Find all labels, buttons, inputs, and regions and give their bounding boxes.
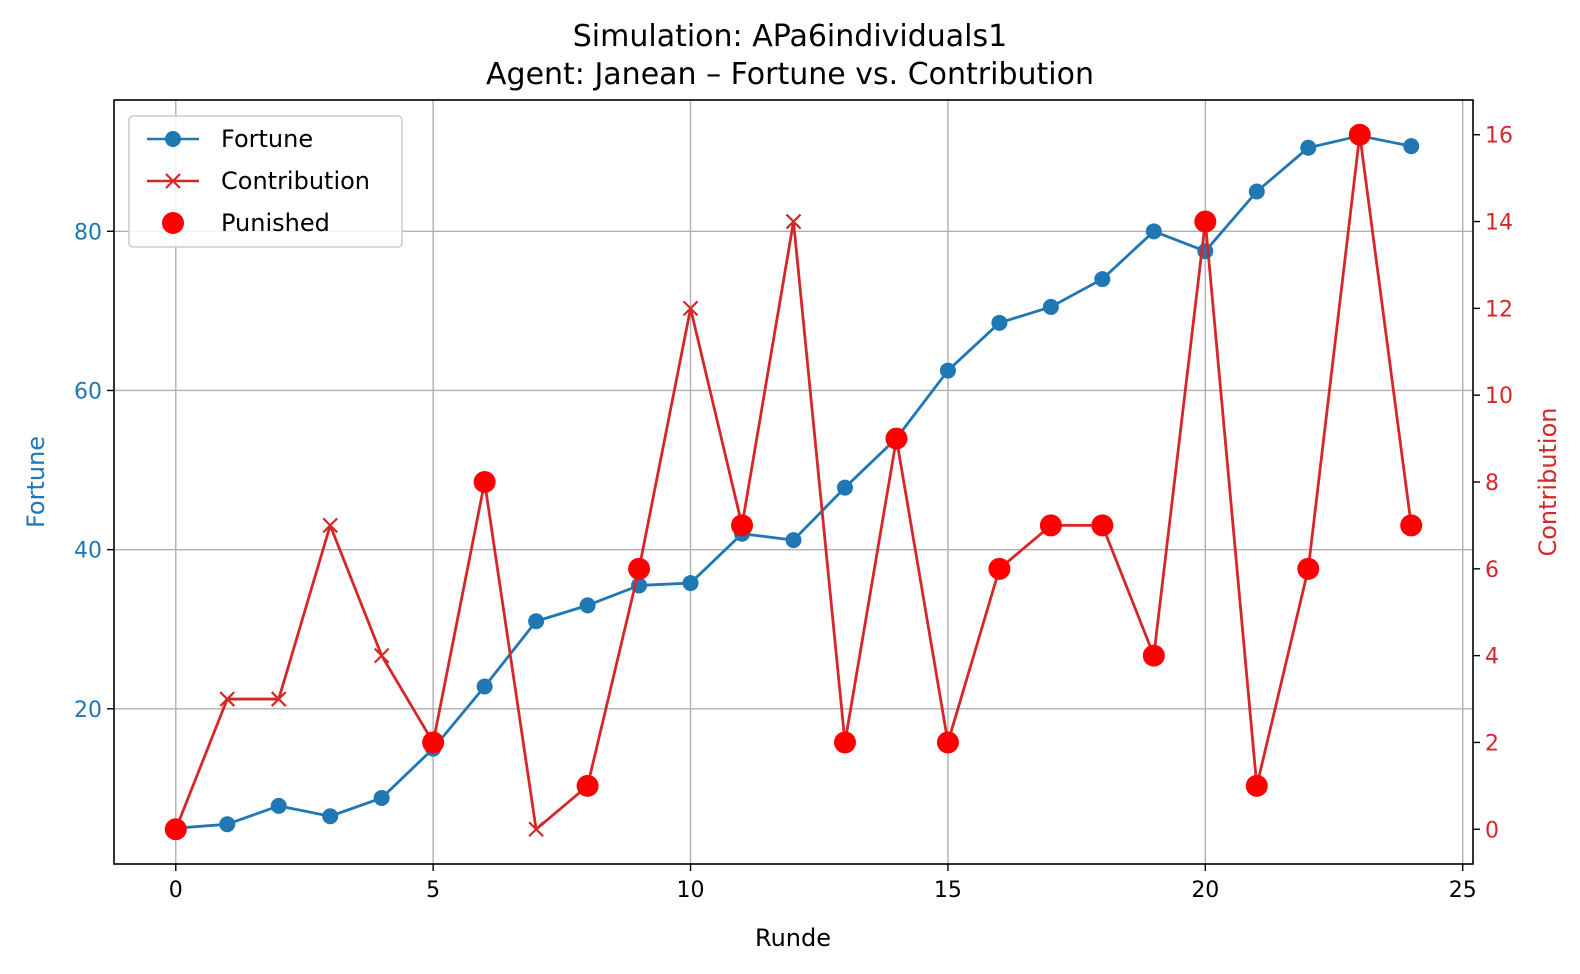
- fortune-point: [219, 816, 236, 833]
- punished-point: [936, 731, 959, 754]
- punished-point: [1091, 514, 1114, 537]
- contribution-point: [528, 821, 544, 838]
- punished-point: [422, 731, 445, 754]
- fortune-point: [322, 808, 339, 825]
- y-right-tick-label: 8: [1485, 471, 1499, 496]
- punished-point: [1297, 557, 1320, 580]
- contribution-point: [373, 647, 390, 664]
- y-axis-label-right: Contribution: [1534, 407, 1562, 556]
- y-right-tick-label: 10: [1485, 384, 1513, 409]
- fortune-point: [1300, 139, 1317, 156]
- y-right-tick-label: 2: [1485, 731, 1499, 756]
- x-tick-label: 10: [677, 878, 705, 903]
- y-right-tick-label: 4: [1485, 645, 1499, 670]
- punished-point: [731, 514, 754, 537]
- x-tick-label: 20: [1191, 878, 1219, 903]
- ticks-layer: 0 5 10 15 20 25 20 40 60 80 0 2 4 6 8 10 12 14 16: [74, 124, 1513, 903]
- legend-box: [128, 115, 403, 248]
- punished-point: [628, 557, 651, 580]
- fortune-point: [1248, 183, 1265, 200]
- legend-fortune-label: Fortune: [221, 125, 313, 153]
- fortune-point: [785, 532, 802, 549]
- punished-point: [1348, 123, 1371, 146]
- y-left-tick-label: 80: [74, 220, 102, 245]
- punished-point: [988, 557, 1011, 580]
- fortune-point: [1094, 271, 1111, 288]
- y-left-tick-label: 60: [74, 379, 102, 404]
- series-layer: [164, 123, 1423, 841]
- x-tick-label: 5: [426, 878, 440, 903]
- legend-contribution-marker: [165, 173, 181, 189]
- fortune-point: [579, 597, 596, 614]
- punished-point: [885, 427, 908, 450]
- fortune-point: [373, 789, 390, 806]
- y-right-tick-label: 12: [1485, 297, 1513, 322]
- x-tick-label: 0: [169, 878, 183, 903]
- punished-point: [1245, 774, 1268, 797]
- y-axis-label-left: Fortune: [22, 436, 50, 528]
- y-left-tick-label: 20: [74, 698, 102, 723]
- punished-point: [1039, 514, 1062, 537]
- plot-frame: [113, 99, 1474, 865]
- punished-point: [473, 471, 496, 493]
- y-right-tick-label: 16: [1485, 124, 1513, 149]
- fortune-point: [476, 678, 493, 695]
- fortune-point: [270, 797, 287, 814]
- fortune-point: [836, 479, 853, 496]
- chart-title: Simulation: APa6individuals1: [573, 19, 1008, 54]
- fortune-point: [991, 314, 1008, 331]
- contribution-point: [785, 213, 802, 230]
- fortune-point: [939, 362, 956, 379]
- x-tick-label: 15: [934, 878, 962, 903]
- y-left-tick-label: 40: [74, 539, 102, 564]
- contribution-point: [219, 691, 236, 707]
- legend: Fortune Contribution Punished: [128, 115, 403, 248]
- fortune-point: [1042, 298, 1059, 315]
- fortune-point: [1403, 138, 1420, 155]
- punished-point: [833, 731, 856, 754]
- fortune-point: [528, 613, 545, 630]
- fortune-point: [1197, 243, 1214, 260]
- legend-punished-label: Punished: [221, 209, 330, 237]
- fortune-point: [1145, 223, 1162, 240]
- contribution-point: [322, 517, 338, 534]
- punished-point: [1142, 644, 1165, 667]
- legend-fortune-marker: [165, 131, 181, 147]
- punished-point: [164, 818, 187, 841]
- y-right-tick-label: 6: [1485, 558, 1499, 583]
- x-tick-label: 25: [1449, 878, 1477, 903]
- contribution-point: [682, 300, 699, 317]
- y-right-tick-label: 0: [1485, 818, 1499, 843]
- legend-punished-marker: [162, 212, 184, 234]
- contribution-point: [270, 691, 287, 707]
- y-right-tick-label: 14: [1485, 211, 1513, 236]
- punished-point: [576, 774, 599, 797]
- grid: [114, 100, 1473, 864]
- fortune-point: [682, 575, 699, 592]
- punished-point: [1194, 210, 1217, 233]
- chart-subtitle: Agent: Janean – Fortune vs. Contribution: [486, 57, 1094, 92]
- x-axis-label: Runde: [755, 924, 831, 952]
- legend-contribution-label: Contribution: [221, 167, 370, 195]
- punished-point: [1400, 514, 1423, 537]
